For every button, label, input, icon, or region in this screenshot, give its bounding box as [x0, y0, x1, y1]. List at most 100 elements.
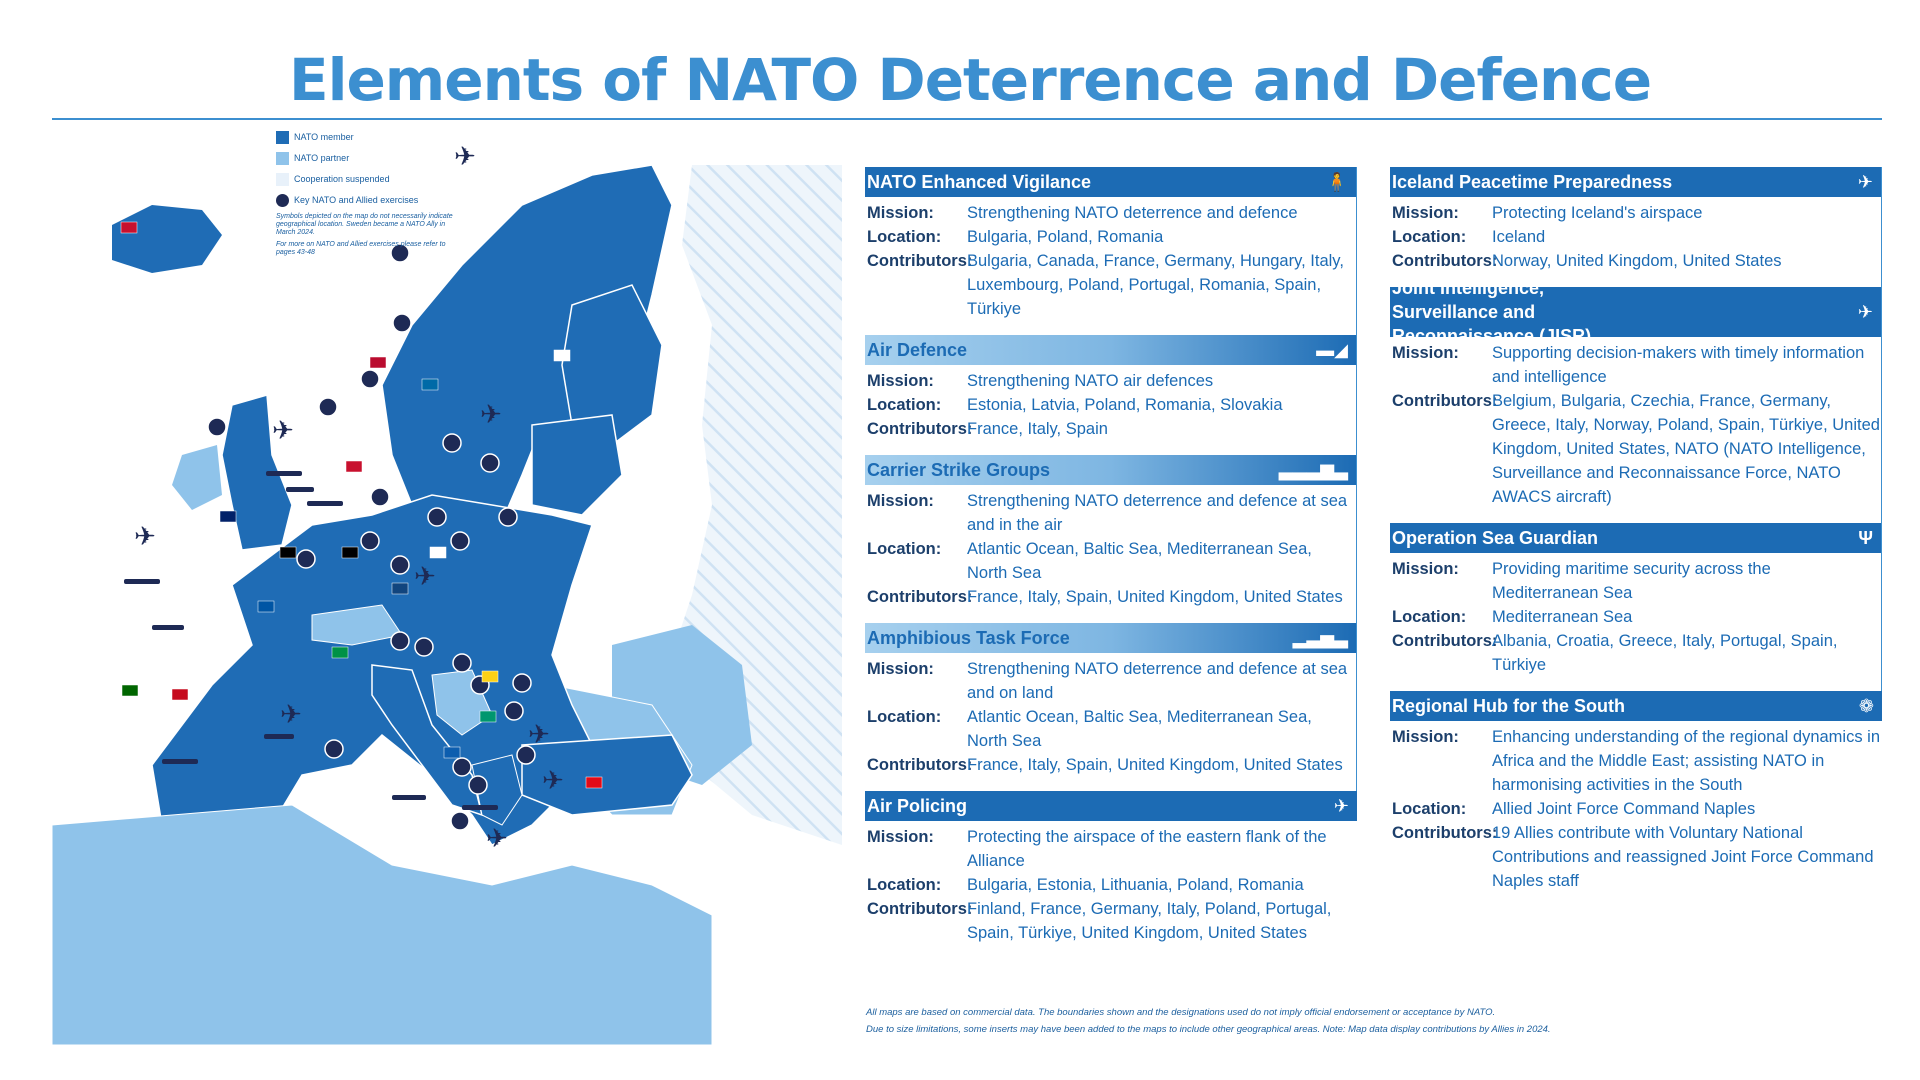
soldier-icon: 🧍 [1325, 171, 1348, 192]
exercise-marker [207, 417, 227, 437]
row-value: Strengthening NATO deterrence and defenc… [967, 660, 1348, 702]
panel-row: Mission: Strengthening NATO deterrence an… [867, 489, 1356, 537]
footnote: All maps are based on commercial data. T… [866, 1004, 1551, 1038]
exercise-marker [450, 811, 470, 831]
panel-row: Location: Bulgaria, Estonia, Lithuania, P… [867, 873, 1357, 897]
panel-row: Contributors: Belgium, Bulgaria, Czechia,… [1392, 389, 1881, 509]
exercise-marker [390, 243, 410, 263]
row-label: Mission: [867, 372, 934, 390]
panel-row: Mission: Providing maritime security acro… [1392, 557, 1881, 605]
flag-czechia [391, 582, 409, 595]
flag-germany [341, 546, 359, 559]
panel-row: Contributors: Bulgaria, Canada, France, G… [867, 249, 1356, 321]
title-divider [52, 118, 1882, 120]
row-label: Contributors: [867, 588, 973, 606]
legend-swatch-member [276, 130, 289, 144]
partner-north-africa [52, 804, 713, 1045]
row-label: Contributors: [1392, 392, 1498, 410]
legend-note: Symbols depicted on the map do not neces… [276, 213, 453, 236]
exercise-marker [360, 531, 380, 551]
iceland-shape [112, 205, 222, 273]
ship-icon [152, 625, 184, 630]
row-label: Location: [867, 876, 942, 894]
panel-header: Air Defence ▬◢ [865, 335, 1356, 365]
panel-row: Mission: Strengthening NATO deterrence an… [867, 657, 1356, 705]
flag-bulgaria [479, 710, 497, 723]
exercise-marker [392, 313, 412, 333]
row-value: Atlantic Ocean, Baltic Sea, Mediterranea… [967, 708, 1312, 750]
panel-row: Contributors: France, Italy, Spain, Unite… [867, 753, 1356, 777]
row-value: Bulgaria, Canada, France, Germany, Hunga… [967, 252, 1344, 318]
panel-body: Mission: Strengthening NATO air defences L… [865, 365, 1356, 455]
row-label: Location: [867, 396, 942, 414]
row-label: Contributors: [1392, 824, 1498, 842]
panel-header: Operation Sea Guardian Ψ [1390, 523, 1881, 553]
ship-icon [462, 805, 498, 810]
ship-icon [162, 759, 198, 764]
map-legend-box: NATO member NATO partner Cooperation sus… [276, 128, 476, 257]
row-value: Atlantic Ocean, Baltic Sea, Mediterranea… [967, 540, 1312, 582]
flag-sweden [421, 378, 439, 391]
exercise-marker [512, 673, 532, 693]
panel-carrier-strike-groups: Carrier Strike Groups ▃▃▃▆▃ Mission: Streng… [865, 455, 1357, 623]
panel-regional-hub-for-the-south: Regional Hub for the South ❁ Mission: Enhan… [1390, 691, 1882, 907]
exercise-marker [480, 453, 500, 473]
row-value: France, Italy, Spain [967, 420, 1108, 438]
legend-label: NATO partner [294, 153, 350, 163]
panel-body: Mission: Protecting Iceland's airspace Loc… [1390, 197, 1881, 287]
exercise-marker [427, 507, 447, 527]
row-value: Bulgaria, Poland, Romania [967, 228, 1164, 246]
europe-map-svg: ✈ ✈ ✈ ✈ ✈ ✈ ✈ ✈ ✈ [52, 142, 842, 1045]
panel-nato-enhanced-vigilance: NATO Enhanced Vigilance 🧍 Mission: Strength… [865, 167, 1357, 335]
uk-shape [221, 394, 293, 551]
legend-row-exercises: Key NATO and Allied exercises [276, 191, 476, 209]
panel-joint-intelligence-surveillance-and-reconnaissance-jisr: Joint Intelligence, Surveillance and Rec… [1390, 278, 1882, 523]
row-label: Mission: [867, 492, 934, 510]
panel-title: NATO Enhanced Vigilance [867, 171, 1092, 192]
flag-finland [553, 349, 571, 362]
footnote-line: All maps are based on commercial data. T… [866, 1007, 1496, 1018]
finland-shape [561, 284, 663, 446]
panel-row: Mission: Protecting the airspace of the e… [867, 825, 1357, 873]
panel-body: Mission: Enhancing understanding of the r… [1390, 721, 1882, 907]
jet-icon: ✈ [542, 766, 564, 796]
row-label: Contributors: [867, 420, 973, 438]
row-label: Mission: [1392, 560, 1459, 578]
legend-swatch-exercise-icon [276, 193, 289, 207]
ship-icon [307, 501, 343, 506]
exercise-marker [442, 433, 462, 453]
panel-body: Mission: Supporting decision-makers with … [1390, 337, 1881, 523]
panel-body: Mission: Providing maritime security acro… [1390, 553, 1881, 691]
hub-icon: ❁ [1858, 695, 1874, 716]
exercise-marker [414, 637, 434, 657]
exercise-marker [504, 701, 524, 721]
ship-icon: ▂▃▅▃ [1292, 627, 1348, 648]
legend-row-suspended: Cooperation suspended [276, 170, 476, 188]
flag-turkiye [585, 776, 603, 789]
exercise-marker [390, 631, 410, 651]
row-value: Iceland [1492, 228, 1546, 246]
ship-icon [286, 487, 314, 492]
flag-greece [443, 746, 461, 759]
panel-row: Location: Iceland [1392, 225, 1881, 249]
panel-header: Regional Hub for the South ❁ [1390, 691, 1882, 721]
drone-icon: ✈ [1857, 302, 1873, 322]
row-label: Mission: [1392, 204, 1459, 222]
legend-swatch-partner [276, 151, 289, 165]
exercise-marker [390, 555, 410, 575]
legend-label: NATO member [294, 132, 354, 142]
row-value: Protecting the airspace of the eastern f… [967, 828, 1327, 870]
panel-title: Amphibious Task Force [867, 627, 1070, 648]
legend-row-partner: NATO partner [276, 149, 476, 167]
panel-header: Amphibious Task Force ▂▃▅▃ [865, 623, 1356, 653]
panel-row: Mission: Strengthening NATO deterrence an… [867, 201, 1356, 225]
panel-body: Mission: Strengthening NATO deterrence an… [865, 653, 1356, 791]
flag-france [257, 600, 275, 613]
row-value: Belgium, Bulgaria, Czechia, France, Germ… [1492, 392, 1880, 506]
panel-row: Mission: Enhancing understanding of the r… [1392, 725, 1882, 797]
panel-iceland-peacetime-preparedness: Iceland Peacetime Preparedness ✈ Mission: P… [1390, 167, 1882, 287]
row-value: 19 Allies contribute with Voluntary Nati… [1492, 824, 1874, 890]
panel-air-policing: Air Policing ✈ Mission: Protecting the airs… [865, 791, 1357, 959]
flag-spain [171, 688, 189, 701]
panel-title: Air Defence [867, 339, 968, 360]
